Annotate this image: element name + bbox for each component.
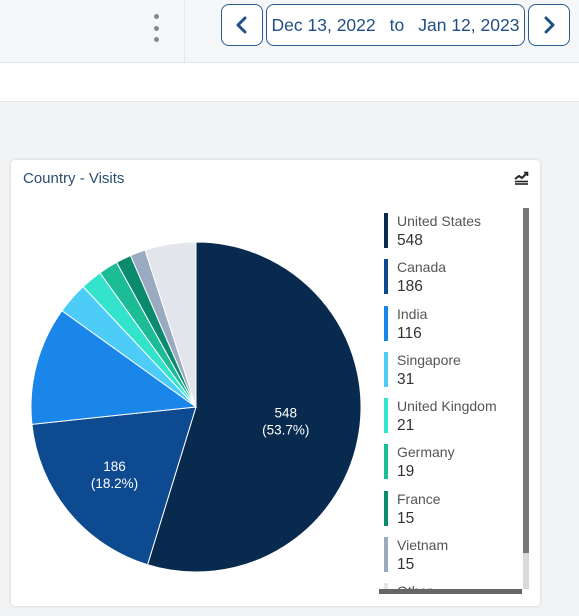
pie-data-label-value: 548 [274, 405, 297, 420]
legend-swatch [384, 583, 388, 589]
legend-scrollbar-thumb[interactable] [523, 208, 529, 553]
legend-item[interactable]: India 116 [383, 301, 523, 347]
country-visits-widget: Country - Visits 548 (53.7%) 186 (18.2%) Un… [11, 160, 540, 606]
legend-label: Singapore [397, 351, 461, 368]
legend-swatch [384, 537, 388, 573]
legend-item[interactable]: United Kingdom 21 [383, 393, 523, 439]
legend-label: Vietnam [397, 537, 449, 554]
pie-slice-india[interactable] [30, 310, 198, 425]
legend-swatch [384, 444, 388, 480]
legend-value: 15 [397, 556, 415, 574]
top-toolbar: Dec 13, 2022 to Jan 12, 2023 [0, 0, 579, 63]
pie-data-label-percent: (53.7%) [262, 422, 309, 437]
chevron-left-icon [236, 16, 247, 34]
legend-swatch [384, 351, 388, 387]
legend-value: 31 [397, 370, 415, 388]
legend-label: Germany [397, 444, 455, 461]
chevron-right-icon [544, 16, 555, 34]
legend-item[interactable]: Vietnam 15 [383, 532, 523, 578]
legend-swatch [384, 305, 388, 341]
legend-value: 548 [397, 232, 423, 249]
legend-horizontal-scrollbar[interactable] [379, 589, 522, 594]
date-range-end: Jan 12, 2023 [418, 14, 520, 35]
next-period-button[interactable] [528, 4, 570, 46]
legend-swatch [384, 398, 388, 434]
legend-scrollbar[interactable] [523, 208, 529, 589]
legend-value: 186 [397, 278, 423, 296]
legend-label: Other [397, 583, 432, 589]
legend-value: 15 [397, 509, 415, 527]
widget-title: Country - Visits [23, 170, 125, 187]
legend-label: India [397, 305, 428, 322]
previous-period-button[interactable] [221, 4, 263, 46]
legend-swatch [384, 213, 388, 248]
legend-swatch [384, 490, 388, 526]
legend-item[interactable]: Germany 19 [383, 439, 523, 485]
date-range-separator: to [389, 14, 405, 35]
chart-legend: United States 548 Canada 186 India 116 Singapo… [383, 208, 523, 589]
pie-slice-other[interactable] [144, 241, 197, 408]
legend-item[interactable]: Canada 186 [383, 254, 523, 300]
legend-value: 21 [397, 417, 415, 435]
pie-slice-united-states[interactable] [146, 241, 362, 573]
secondary-bar [0, 63, 579, 102]
legend-item[interactable]: Singapore 31 [383, 347, 523, 393]
legend-swatch [384, 259, 388, 295]
date-range-start: Dec 13, 2022 [271, 14, 376, 35]
legend-label: Canada [397, 259, 447, 276]
pie-data-label-percent: (18.2%) [91, 476, 138, 491]
legend-value: 19 [397, 463, 415, 481]
legend-label: United States [397, 213, 482, 229]
toolbar-divider [184, 0, 185, 62]
legend-value: 116 [397, 324, 422, 342]
legend-item[interactable]: France 15 [383, 486, 523, 532]
legend-item[interactable]: United States 548 [383, 208, 523, 254]
export-chart-icon[interactable] [514, 171, 529, 186]
legend-item[interactable]: Other [383, 578, 523, 589]
kebab-menu-icon[interactable] [148, 14, 164, 42]
country-visits-pie-chart: 548 (53.7%) 186 (18.2%) [30, 241, 362, 573]
legend-label: France [397, 490, 441, 507]
date-range-picker[interactable]: Dec 13, 2022 to Jan 12, 2023 [266, 4, 525, 46]
pie-data-label-value: 186 [103, 459, 126, 474]
pie-slice-canada[interactable] [31, 406, 197, 566]
legend-label: United Kingdom [397, 398, 497, 415]
